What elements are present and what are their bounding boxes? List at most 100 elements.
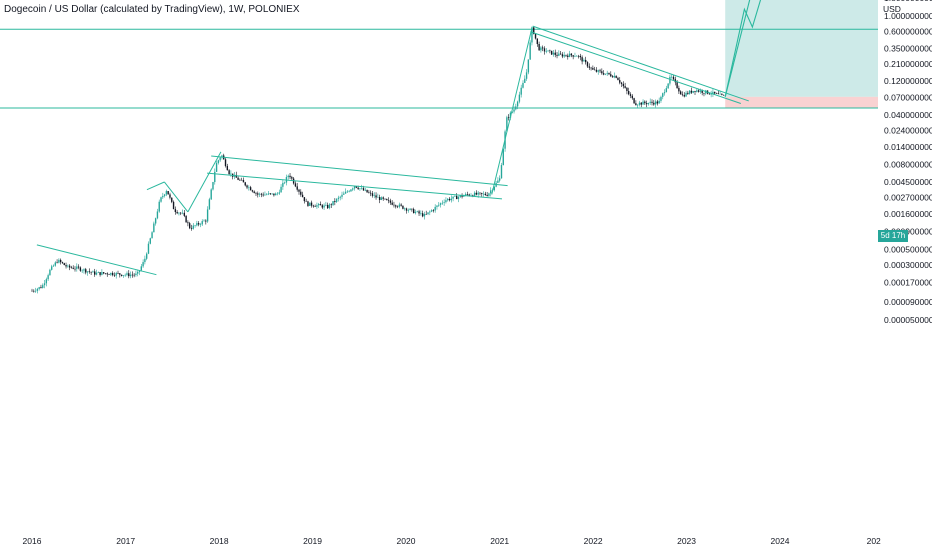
- candle-body: [626, 87, 628, 92]
- candle-body: [520, 87, 522, 95]
- candle-body: [178, 212, 180, 214]
- x-tick-label: 2018: [210, 536, 229, 546]
- candle-body: [122, 275, 125, 276]
- candle-body: [586, 62, 589, 67]
- trendline: [207, 172, 503, 200]
- candle-body: [215, 162, 218, 172]
- candle-body: [362, 188, 365, 191]
- candle-body: [278, 192, 280, 194]
- candle-body: [699, 90, 702, 92]
- candle-body: [343, 193, 345, 195]
- candle-body: [314, 206, 316, 207]
- candle-body: [95, 272, 98, 275]
- y-tick-label: 0.001600000: [884, 209, 932, 219]
- candle-body: [533, 27, 535, 34]
- candle-body: [554, 52, 556, 55]
- candle-body: [529, 42, 531, 60]
- candle-body: [468, 194, 470, 196]
- candle-body: [572, 55, 574, 57]
- candle-body: [386, 198, 388, 201]
- candle-body: [219, 157, 221, 161]
- projection-path: [724, 0, 751, 97]
- candle-body: [640, 102, 642, 105]
- candle-body: [619, 80, 621, 83]
- candle-body: [160, 197, 162, 202]
- candle-body: [396, 206, 399, 208]
- candle-body: [77, 266, 80, 268]
- candle-body: [585, 59, 587, 63]
- candle-body: [450, 198, 453, 201]
- candle-body: [579, 55, 582, 58]
- candle-body: [341, 194, 343, 197]
- candle-body: [45, 279, 48, 284]
- candle-body: [287, 175, 289, 178]
- candle-body: [187, 222, 189, 224]
- candle-body: [466, 194, 469, 195]
- candle-body: [719, 93, 721, 95]
- candle-body: [604, 73, 607, 75]
- candle-body: [642, 101, 644, 105]
- candle-body: [377, 196, 379, 198]
- candle-body: [398, 204, 401, 207]
- candle-body: [192, 225, 194, 229]
- candle-body: [140, 266, 143, 271]
- candle-body: [628, 91, 630, 95]
- candle-body: [176, 212, 178, 214]
- candle-body: [74, 268, 76, 270]
- candle-body: [90, 271, 92, 273]
- candle-body: [126, 273, 128, 275]
- candle-body: [276, 193, 279, 195]
- candle-body: [629, 94, 632, 96]
- candle-body: [210, 189, 212, 200]
- candle-body: [660, 96, 662, 101]
- candle-body: [138, 270, 141, 272]
- candle-body: [681, 94, 684, 96]
- candle-body: [129, 274, 132, 277]
- candle-body: [335, 198, 338, 202]
- candle-body: [371, 193, 374, 196]
- trendline: [36, 244, 157, 276]
- candle-body: [722, 94, 725, 96]
- candle-body: [473, 192, 476, 197]
- candle-body: [337, 197, 340, 199]
- candle-body: [454, 195, 456, 197]
- candle-body: [402, 205, 404, 209]
- candle-body: [262, 194, 264, 196]
- trendline: [146, 181, 165, 191]
- candle-body: [325, 204, 327, 206]
- candle-body: [434, 206, 436, 211]
- candle-body: [124, 274, 126, 276]
- y-tick-label: 0.000090000: [884, 297, 932, 307]
- candle-body: [690, 90, 693, 93]
- trendline: [530, 31, 741, 104]
- candle-body: [380, 197, 383, 200]
- candle-body: [694, 90, 696, 92]
- candle-body: [31, 290, 33, 292]
- candle-body: [409, 208, 411, 210]
- candle-body: [498, 178, 501, 181]
- trendline: [187, 151, 222, 213]
- candle-body: [672, 76, 675, 80]
- candle-body: [332, 201, 334, 206]
- candle-body: [188, 223, 191, 229]
- candle-body: [339, 196, 341, 198]
- candle-body: [300, 191, 302, 195]
- candle-body: [180, 212, 182, 214]
- candle-body: [305, 201, 307, 202]
- candle-body: [183, 212, 186, 216]
- candle-body: [486, 195, 488, 196]
- candle-body: [429, 211, 431, 213]
- candle-body: [328, 204, 331, 209]
- candle-body: [353, 186, 356, 189]
- candle-body: [461, 195, 463, 197]
- y-tick-label: 0.004500000: [884, 177, 932, 187]
- candle-body: [197, 223, 200, 225]
- candle-body: [653, 102, 655, 105]
- candle-body: [319, 204, 322, 206]
- x-tick-label: 2022: [584, 536, 603, 546]
- candle-body: [382, 197, 384, 199]
- y-tick-label: 0.000500000: [884, 244, 932, 254]
- y-tick-label: 0.002700000: [884, 193, 932, 203]
- candle-body: [601, 71, 603, 74]
- candle-body: [411, 208, 413, 210]
